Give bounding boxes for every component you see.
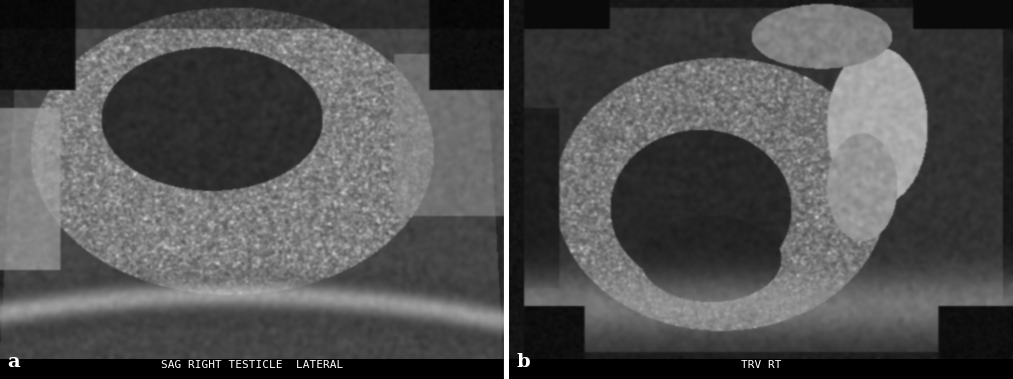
Text: a: a xyxy=(7,354,20,371)
Text: b: b xyxy=(517,354,530,371)
Text: TRV RT: TRV RT xyxy=(741,360,781,370)
Text: SAG RIGHT TESTICLE  LATERAL: SAG RIGHT TESTICLE LATERAL xyxy=(161,360,343,370)
